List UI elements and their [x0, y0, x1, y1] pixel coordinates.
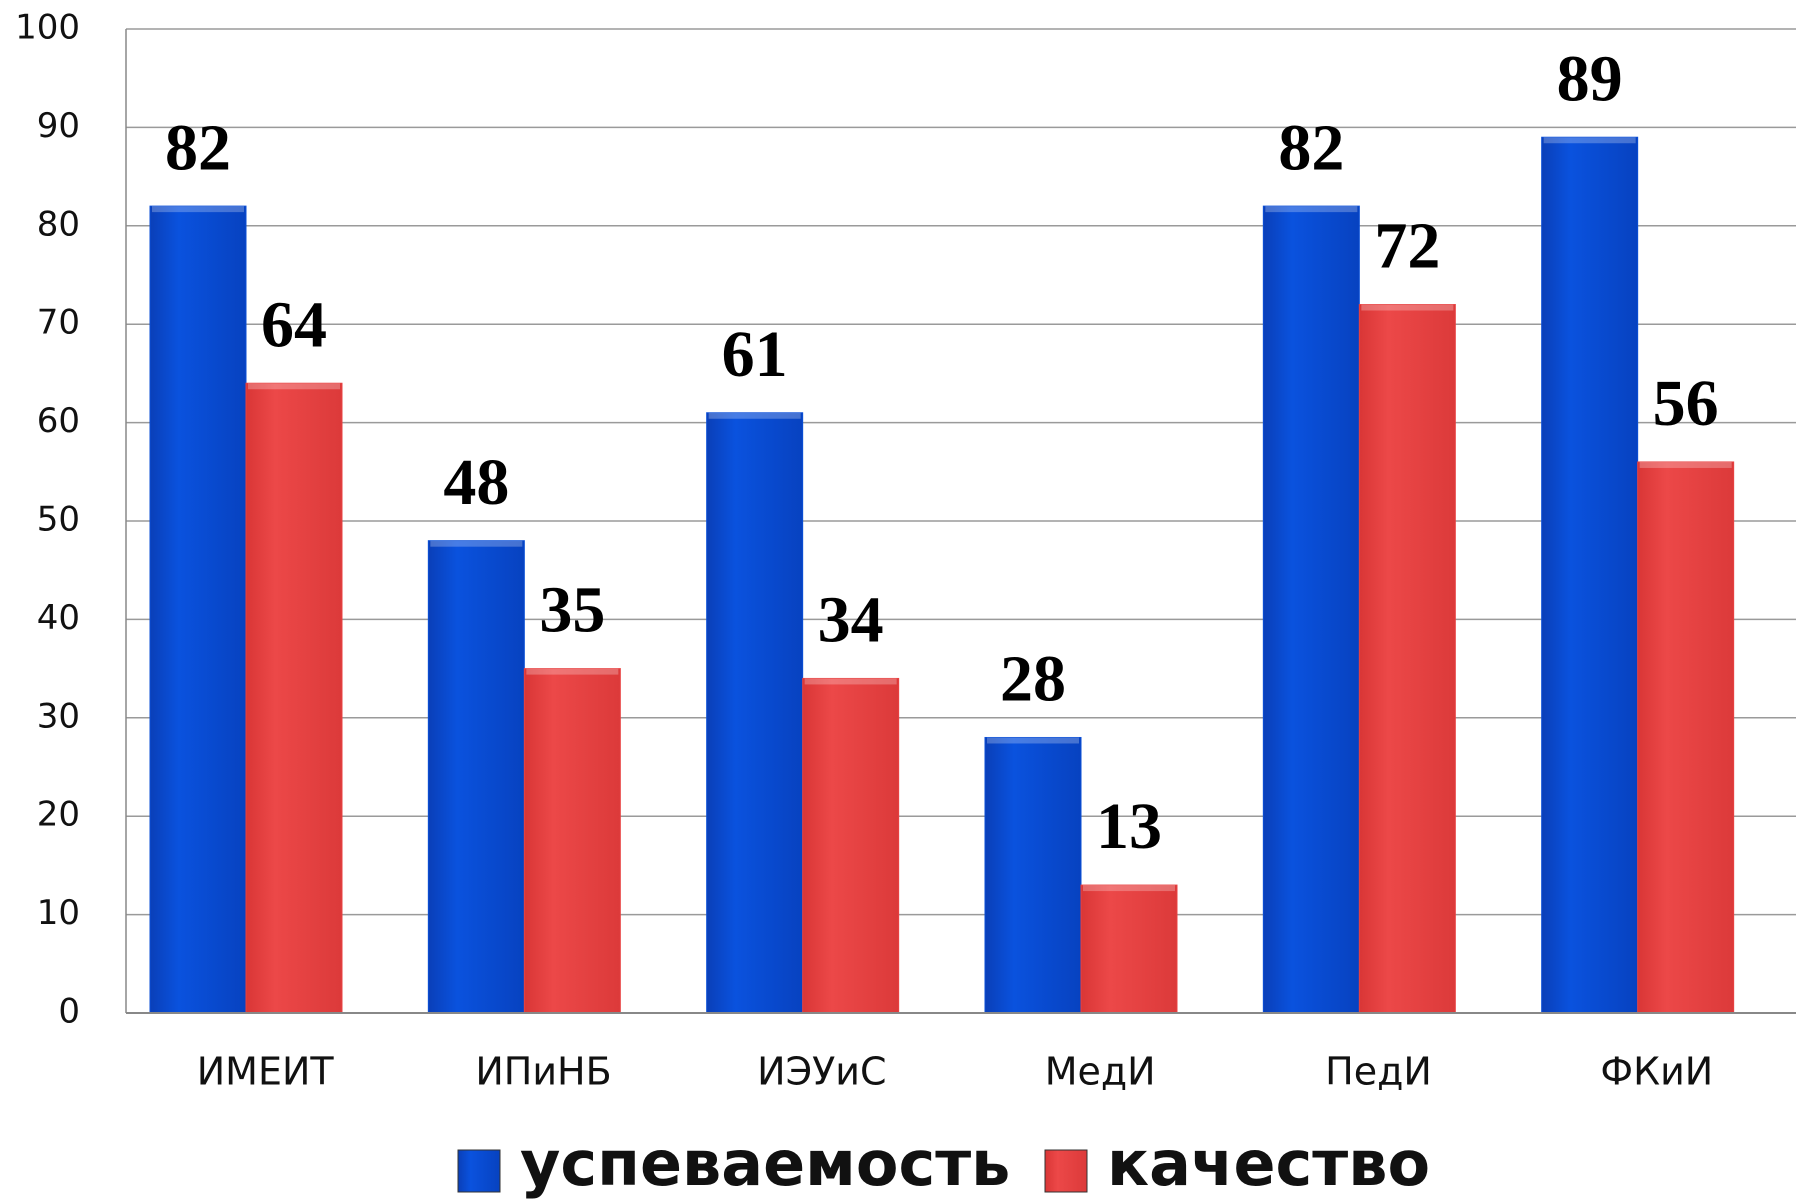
y-tick-label: 60: [37, 401, 80, 441]
bar: [1080, 884, 1178, 1014]
x-tick-label: ИЭУиС: [757, 1050, 886, 1094]
y-tick-label: 40: [37, 598, 80, 638]
x-tick-label: МедИ: [1045, 1050, 1156, 1094]
bar-bevel: [152, 206, 244, 213]
bar-bevel: [430, 540, 523, 547]
x-tick-label: ПедИ: [1325, 1050, 1432, 1094]
y-tick-label: 20: [37, 795, 80, 835]
bar: [1262, 205, 1360, 1014]
data-label: 13: [1096, 790, 1162, 863]
data-label: 89: [1557, 42, 1623, 115]
bar-bevel: [708, 412, 801, 419]
bar-bevel: [1265, 206, 1358, 213]
legend-label: качество: [1107, 1127, 1430, 1200]
y-tick-label: 50: [37, 500, 80, 540]
bar: [1541, 136, 1639, 1014]
data-label: 34: [818, 584, 884, 657]
data-label: 61: [722, 318, 788, 391]
bar-bevel: [1543, 137, 1636, 144]
bar: [802, 677, 900, 1014]
bar-bevel: [248, 383, 340, 390]
y-tick-label: 10: [37, 893, 80, 933]
bar: [149, 205, 247, 1014]
data-label: 82: [165, 111, 231, 184]
bar: [706, 412, 804, 1014]
data-label: 72: [1374, 210, 1440, 283]
bar: [245, 382, 343, 1014]
bar: [984, 736, 1082, 1014]
y-tick-label: 30: [37, 696, 80, 736]
bar-bevel: [804, 678, 897, 685]
y-tick-label: 70: [37, 303, 80, 343]
data-label: 56: [1653, 367, 1719, 440]
data-label: 64: [261, 288, 327, 361]
legend-swatch: [457, 1149, 501, 1193]
x-tick-label: ИПиНБ: [475, 1050, 611, 1094]
bar: [1358, 304, 1456, 1014]
legend-label: успеваемость: [520, 1127, 1010, 1200]
x-tick-label: ФКиИ: [1600, 1050, 1713, 1094]
x-tick-label: ИМЕИТ: [197, 1050, 335, 1094]
bar-bevel: [1361, 304, 1454, 311]
data-label: 28: [1000, 643, 1066, 716]
legend-swatch: [1044, 1149, 1088, 1193]
bar: [1637, 461, 1735, 1014]
y-tick-label: 80: [37, 204, 80, 244]
data-label: 48: [443, 446, 509, 519]
y-tick-label: 0: [58, 992, 80, 1032]
bar: [427, 540, 525, 1014]
bar: [523, 668, 621, 1014]
bar-bevel: [526, 668, 619, 675]
data-label: 35: [539, 574, 605, 647]
bar-bevel: [1639, 461, 1732, 468]
bar-bevel: [1083, 885, 1175, 892]
y-tick-label: 90: [37, 106, 80, 146]
bar-bevel: [987, 737, 1079, 744]
y-tick-label: 100: [15, 8, 80, 48]
data-label: 82: [1278, 111, 1344, 184]
